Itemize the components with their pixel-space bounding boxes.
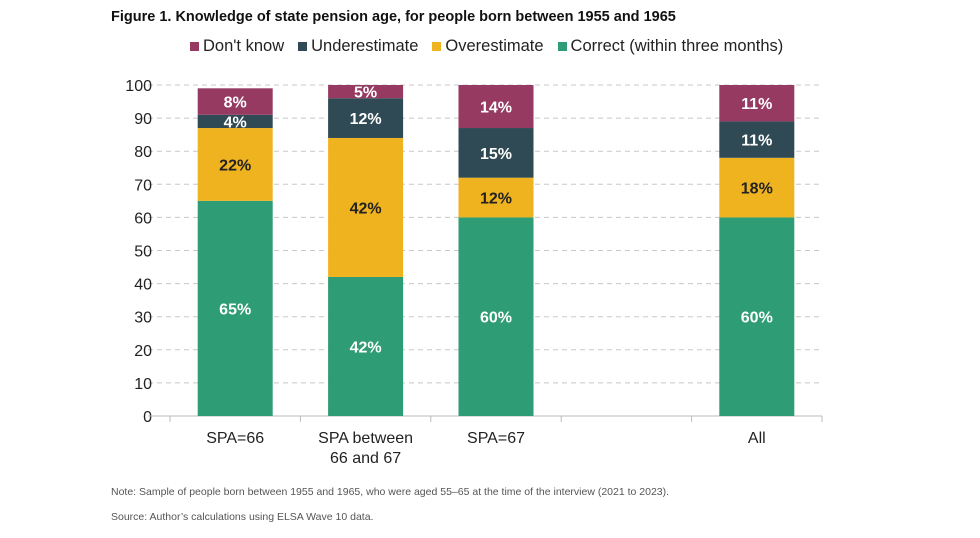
data-label: 14% bbox=[480, 100, 512, 117]
y-tick-label: 50 bbox=[134, 244, 152, 261]
data-label: 65% bbox=[219, 301, 251, 318]
y-tick-label: 70 bbox=[134, 177, 152, 194]
data-label: 42% bbox=[350, 200, 382, 217]
y-tick-label: 80 bbox=[134, 144, 152, 161]
data-label: 8% bbox=[224, 95, 247, 112]
y-tick-label: 60 bbox=[134, 210, 152, 227]
legend-item: Overestimate bbox=[432, 37, 544, 56]
data-label: 15% bbox=[480, 146, 512, 163]
bar-segment bbox=[197, 128, 273, 201]
y-tick-label: 90 bbox=[134, 111, 152, 128]
bar-segment bbox=[458, 177, 534, 218]
data-label: 60% bbox=[741, 310, 773, 327]
data-label: 18% bbox=[741, 181, 773, 198]
legend-swatch bbox=[190, 42, 199, 51]
bar-segment bbox=[328, 85, 404, 99]
x-tick-label: SPA between bbox=[318, 430, 413, 447]
legend-item: Correct (within three months) bbox=[557, 37, 784, 56]
data-label: 11% bbox=[741, 96, 772, 113]
y-tick-label: 30 bbox=[134, 310, 152, 327]
note-text: Note: Sample of people born between 1955… bbox=[111, 486, 670, 498]
data-label: 4% bbox=[224, 114, 247, 131]
x-tick-label: SPA=67 bbox=[467, 430, 525, 447]
legend: Don't know Underestimate Overestimate Corre… bbox=[190, 37, 783, 56]
y-tick-label: 100 bbox=[125, 78, 152, 95]
data-label: 12% bbox=[480, 191, 512, 208]
bar-segment bbox=[197, 114, 273, 129]
stacked-bar-chart: 0 10 20 30 40 50 60 70 80 90 100 65% 22% 4% 8% SPA=66 42… bbox=[125, 78, 823, 467]
legend-item: Underestimate bbox=[298, 37, 418, 56]
bar-segment bbox=[197, 200, 273, 416]
y-tick-label: 40 bbox=[134, 277, 152, 294]
data-label: 60% bbox=[480, 310, 512, 327]
y-tick-label: 10 bbox=[134, 376, 152, 393]
bar-segment bbox=[458, 128, 534, 178]
bar-segment bbox=[197, 88, 273, 115]
y-tick-label: 20 bbox=[134, 343, 152, 360]
legend-item: Don't know bbox=[190, 37, 284, 56]
data-label: 12% bbox=[350, 111, 382, 128]
bar-segment bbox=[719, 217, 795, 416]
legend-label: Overestimate bbox=[445, 37, 544, 55]
legend-label: Correct (within three months) bbox=[570, 37, 784, 55]
data-label: 5% bbox=[354, 85, 377, 102]
data-label: 42% bbox=[350, 339, 382, 356]
x-tick-label: SPA=66 bbox=[206, 430, 264, 447]
bar-segment bbox=[458, 217, 534, 416]
legend-swatch bbox=[432, 42, 442, 51]
bar-segment bbox=[719, 121, 795, 158]
bar-segment bbox=[719, 85, 795, 122]
x-tick-label: All bbox=[748, 430, 766, 447]
bar-segment bbox=[328, 137, 404, 277]
legend-label: Don't know bbox=[203, 37, 285, 55]
legend-swatch bbox=[298, 42, 308, 51]
legend-swatch bbox=[557, 42, 567, 51]
data-label: 11% bbox=[741, 133, 772, 150]
data-label: 22% bbox=[219, 157, 251, 174]
bar-segment bbox=[328, 276, 404, 416]
y-tick-label: 0 bbox=[143, 409, 152, 426]
legend-label: Underestimate bbox=[311, 37, 419, 55]
bar-segment bbox=[328, 98, 404, 138]
chart-title: Figure 1. Knowledge of state pension age… bbox=[111, 9, 676, 25]
bar-segment bbox=[458, 85, 534, 129]
x-tick-label: 66 and 67 bbox=[330, 450, 401, 467]
bar-segment bbox=[719, 157, 795, 218]
source-text: Source: Author’s calculations using ELSA… bbox=[111, 511, 374, 523]
